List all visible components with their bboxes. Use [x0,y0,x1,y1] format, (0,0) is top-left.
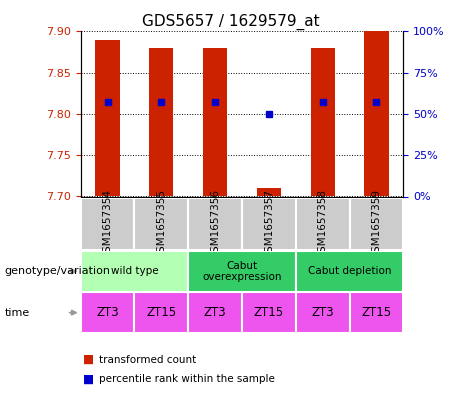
Text: genotype/variation: genotype/variation [5,266,111,276]
Bar [349,198,403,250]
Text: ■: ■ [83,353,94,366]
Text: Cabut
overexpression: Cabut overexpression [202,261,282,282]
Bar [81,198,135,250]
Text: ZT15: ZT15 [254,306,284,319]
Text: GSM1657357: GSM1657357 [264,189,274,259]
Text: percentile rank within the sample: percentile rank within the sample [99,374,275,384]
Bar [257,188,281,196]
Text: ZT3: ZT3 [311,306,334,319]
Text: ZT15: ZT15 [361,306,391,319]
Bar [81,251,188,292]
Text: time: time [5,308,30,318]
Bar [296,292,349,333]
Bar [188,292,242,333]
Bar [135,292,188,333]
Bar [296,198,349,250]
Text: ZT3: ZT3 [204,306,226,319]
Text: GSM1657354: GSM1657354 [102,189,112,259]
Bar [349,292,403,333]
Text: ■: ■ [83,373,94,386]
Text: GSM1657356: GSM1657356 [210,189,220,259]
Bar [135,198,188,250]
Bar [81,292,135,333]
Bar [188,251,296,292]
Text: Cabut depletion: Cabut depletion [308,266,391,276]
Text: wild type: wild type [111,266,158,276]
Text: ZT3: ZT3 [96,306,119,319]
Text: GSM1657359: GSM1657359 [372,189,382,259]
Text: transformed count: transformed count [99,354,196,365]
Bar [149,48,173,196]
Bar [242,292,296,333]
Text: ZT15: ZT15 [146,306,177,319]
Text: GSM1657355: GSM1657355 [156,189,166,259]
Bar [311,48,335,196]
Bar [364,31,389,196]
Text: GSM1657358: GSM1657358 [318,189,328,259]
Text: GDS5657 / 1629579_at: GDS5657 / 1629579_at [142,14,319,30]
Bar [242,198,296,250]
Bar [296,251,403,292]
Bar [95,40,120,197]
Bar [203,48,227,196]
Bar [188,198,242,250]
